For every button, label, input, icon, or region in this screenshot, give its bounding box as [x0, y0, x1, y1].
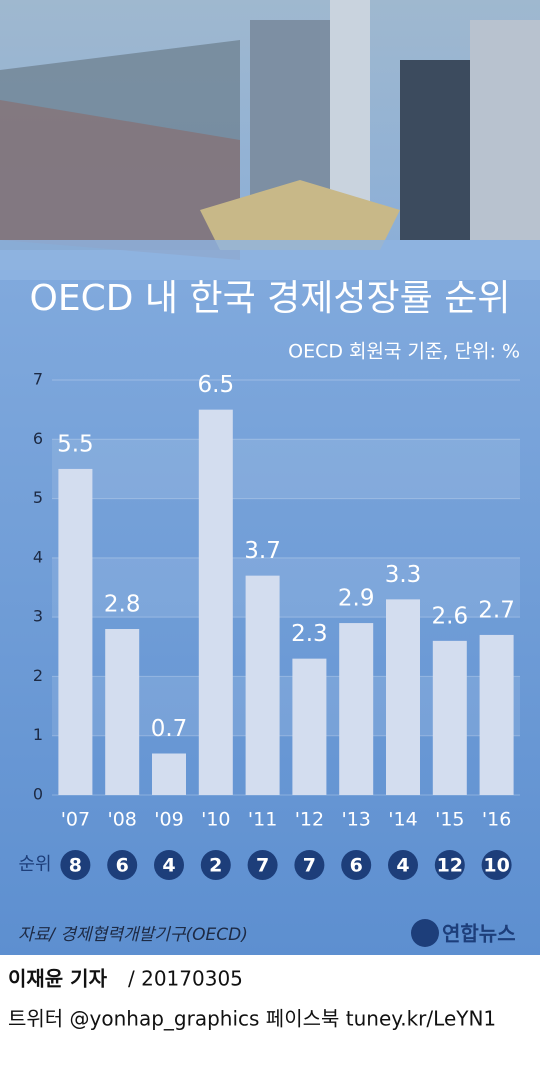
y-tick-label: 6: [33, 429, 43, 448]
rank-badge: [200, 850, 231, 880]
rank-value: 4: [396, 855, 409, 877]
x-tick-label: '10: [201, 809, 230, 831]
x-tick-label: '11: [248, 809, 277, 831]
rank-label: 순위: [18, 854, 51, 875]
y-tick-label: 7: [33, 370, 43, 389]
grid-band: [52, 557, 520, 618]
rank-badge: [154, 850, 184, 880]
logo: 연합뉴스: [442, 922, 516, 946]
rank-badge: [247, 850, 278, 880]
x-tick-label: '08: [107, 809, 136, 831]
value-label: 2.8: [104, 592, 141, 618]
rank-badge: [434, 850, 465, 880]
rank-badge: [388, 850, 418, 880]
rank-value: 4: [162, 855, 175, 877]
x-tick-label: '12: [295, 809, 324, 831]
x-tick-label: '09: [154, 809, 183, 831]
chart-subtitle: OECD 회원국 기준, 단위: %: [288, 341, 520, 363]
x-tick-label: '07: [61, 809, 90, 831]
bar: [386, 599, 420, 795]
value-label: 6.5: [198, 372, 235, 398]
rank-badge: [60, 850, 91, 880]
rank-value: 7: [303, 855, 316, 877]
bar: [58, 468, 93, 795]
y-tick-label: 4: [33, 547, 43, 566]
rank-value: 6: [350, 855, 363, 877]
value-label: 3.3: [385, 562, 422, 588]
x-tick-label: '14: [388, 809, 417, 831]
rank-badge: [481, 850, 512, 880]
value-label: 3.7: [244, 538, 281, 564]
bar: [339, 623, 374, 795]
rank-value: 12: [437, 855, 463, 877]
rank-value: 10: [483, 855, 509, 877]
bar: [198, 409, 233, 795]
rank-badge: [294, 850, 325, 880]
value-label: 2.6: [432, 603, 469, 629]
rank-value: 6: [116, 855, 129, 877]
x-tick-label: '15: [435, 809, 464, 831]
bar: [152, 753, 186, 795]
bar: [479, 634, 514, 795]
value-label: 0.7: [151, 716, 188, 742]
x-tick-label: '16: [482, 809, 511, 831]
bar: [105, 629, 140, 795]
grid-band: [52, 439, 520, 499]
value-label: 2.3: [291, 621, 328, 647]
date: / 20170305: [128, 967, 243, 991]
rank-value: 7: [256, 855, 269, 877]
y-tick-label: 5: [33, 488, 43, 507]
value-label: 2.9: [338, 586, 375, 612]
value-label: 5.5: [57, 431, 94, 457]
rank-value: 2: [209, 855, 222, 877]
byline: 이재윤 기자: [8, 967, 108, 991]
bar: [432, 640, 467, 795]
rank-badge: [107, 850, 138, 880]
bar: [292, 658, 327, 795]
y-tick-label: 2: [33, 666, 43, 685]
header-photo: [0, 0, 540, 280]
y-tick-label: 3: [33, 607, 43, 626]
rank-value: 8: [69, 855, 82, 877]
social: 트위터 @yonhap_graphics 페이스북 tuney.kr/LeYN1: [8, 1007, 496, 1031]
y-tick-label: 1: [33, 725, 43, 744]
value-label: 2.7: [478, 597, 515, 623]
rank-badge: [341, 850, 372, 880]
x-tick-label: '13: [341, 809, 370, 831]
source: 자료/ 경제협력개발기구(OECD): [18, 925, 248, 945]
bar: [245, 575, 280, 795]
logo-icon: [411, 919, 439, 947]
y-tick-label: 0: [33, 785, 43, 804]
chart-title: OECD 내 한국 경제성장률 순위: [30, 278, 511, 319]
